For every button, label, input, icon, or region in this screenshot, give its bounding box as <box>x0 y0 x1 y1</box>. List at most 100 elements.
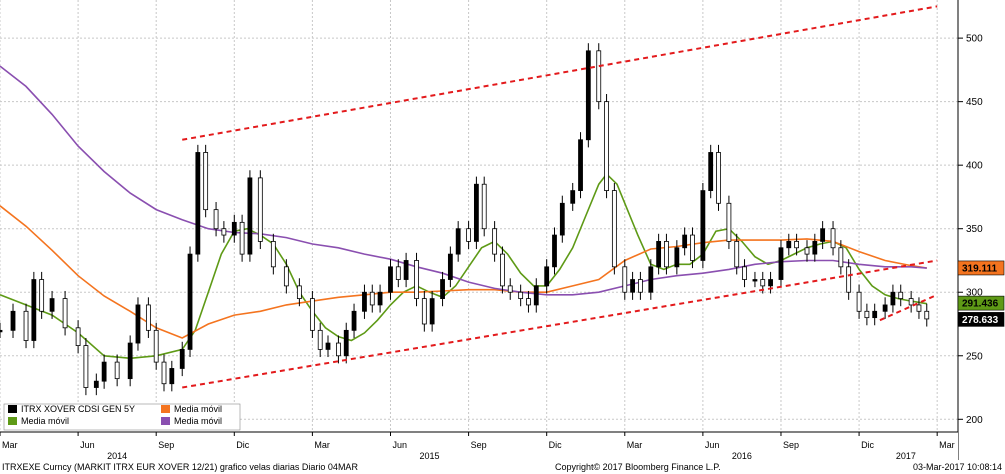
candle-body <box>239 221 245 255</box>
x-axis-panel <box>0 432 958 460</box>
candle-body <box>898 291 904 299</box>
candle-body <box>403 260 409 280</box>
x-tick-label: Jun <box>392 440 407 450</box>
candle-body <box>682 234 688 249</box>
year-label: 2017 <box>896 451 916 461</box>
candle-body <box>820 228 826 242</box>
price-candles <box>0 43 930 396</box>
candle-body <box>674 247 680 268</box>
footer-bar <box>0 460 1005 474</box>
x-tick-label: Sep <box>783 440 799 450</box>
x-axis: Mar Jun Sep Dic Mar Jun Sep Dic Mar Jun Sep Dic Mar 2… <box>0 431 958 461</box>
candle-body <box>622 266 628 293</box>
y-tick-label: 300 <box>966 288 983 299</box>
candle-body <box>179 349 185 369</box>
x-tick-label: Jun <box>80 440 95 450</box>
y-axis: 200 250 300 350 400 450 500 <box>957 0 1005 460</box>
legend: ITRX XOVER CDSI GEN 5Y Media móvil Media m… <box>3 403 241 431</box>
footer-copyright: Copyright© 2017 Bloomberg Finance L.P. <box>555 462 721 472</box>
plot-area <box>0 0 958 432</box>
legend-box <box>3 403 241 431</box>
candle-body <box>0 329 3 333</box>
candle-body <box>533 285 539 306</box>
candle-body <box>830 228 836 249</box>
candle-body <box>221 228 227 236</box>
candle-body <box>135 304 141 344</box>
candle-body <box>908 298 914 306</box>
candle-body <box>648 266 654 293</box>
candle-body <box>440 279 445 299</box>
last-value-badge <box>957 295 1005 311</box>
candle-body <box>114 361 120 380</box>
candle-body <box>247 177 253 255</box>
candle-body <box>296 285 302 299</box>
candle-body <box>786 241 792 249</box>
x-tick-label: Sep <box>471 440 487 450</box>
candle-body <box>145 304 151 331</box>
candle-body <box>466 228 471 242</box>
candle-body <box>690 234 695 261</box>
x-tick-label: Mar <box>314 440 330 450</box>
candle-body <box>700 190 706 261</box>
y-tick-label: 450 <box>966 97 983 108</box>
candle-body <box>325 342 331 350</box>
candle-body <box>604 101 609 191</box>
candle-body <box>864 310 870 319</box>
x-tick-label: Jun <box>705 440 720 450</box>
x-tick-label: Dic <box>861 440 874 450</box>
candle-body <box>62 298 68 329</box>
candle-body <box>882 304 888 312</box>
candle-body <box>377 291 383 306</box>
footer-left-text: ITRXEXE Curncy (MARKIT ITRX EUR XOVER 12… <box>2 462 358 472</box>
candle-body <box>924 310 930 320</box>
candle-body <box>638 279 643 293</box>
trendline <box>182 259 938 389</box>
footer: ITRXEXE Curncy (MARKIT ITRX EUR XOVER 12… <box>0 460 1005 474</box>
y-axis-panel <box>958 0 1005 460</box>
candle-body <box>768 279 773 287</box>
candle-body <box>752 279 758 282</box>
candle-body <box>716 152 721 204</box>
last-value-label: 278.633 <box>962 315 999 326</box>
legend-label: ITRX XOVER CDSI GEN 5Y <box>21 404 135 414</box>
legend-swatch <box>161 417 170 425</box>
year-label: 2015 <box>420 451 440 461</box>
candle-body <box>778 247 784 280</box>
candle-body <box>257 177 263 242</box>
candle-body <box>447 253 453 280</box>
legend-swatch <box>161 405 170 413</box>
legend-swatch <box>8 405 17 413</box>
x-tick-label: Mar <box>939 440 955 450</box>
candle-body <box>544 266 550 287</box>
candle-body <box>369 291 375 306</box>
candle-body <box>611 190 617 268</box>
candle-body <box>526 298 531 306</box>
trendline <box>879 293 938 322</box>
candle-body <box>395 266 401 280</box>
candle-body <box>507 285 513 293</box>
candle-body <box>270 241 276 268</box>
candle-body <box>351 310 357 331</box>
candle-body <box>804 247 810 255</box>
x-tick-label: Mar <box>2 440 18 450</box>
candle-body <box>630 279 635 293</box>
legend-label: Media móvil <box>174 404 222 414</box>
x-tick-label: Dic <box>549 440 562 450</box>
candle-body <box>846 266 852 293</box>
last-value-label: 319.111 <box>962 263 997 274</box>
candle-body <box>596 50 602 103</box>
candle-body <box>309 298 315 331</box>
y-tick-label: 250 <box>966 351 983 362</box>
candle-body <box>916 304 922 312</box>
candle-body <box>317 329 323 350</box>
candle-body <box>492 228 498 255</box>
legend-swatch <box>8 417 17 425</box>
candle-body <box>336 342 341 357</box>
last-value-badge <box>957 260 1005 276</box>
x-tick-label: Sep <box>158 440 174 450</box>
candle-body <box>500 253 505 287</box>
y-tick-label: 500 <box>966 34 983 45</box>
year-label: 2014 <box>107 451 127 461</box>
x-tick-label: Mar <box>627 440 643 450</box>
